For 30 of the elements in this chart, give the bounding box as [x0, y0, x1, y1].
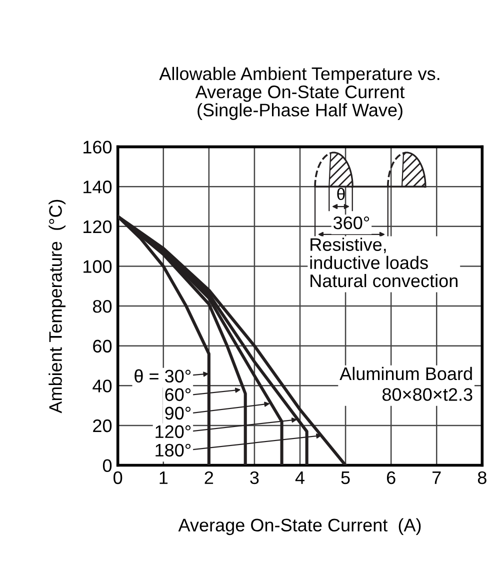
- x-tick-label: 3: [250, 471, 259, 484]
- y-tick-label: 120: [84, 220, 112, 234]
- x-tick-label: 2: [204, 471, 214, 484]
- y-tick-label: 20: [93, 419, 112, 432]
- y-tick-label: 40: [92, 380, 112, 392]
- annotation: 90°: [165, 406, 191, 420]
- x-tick-label: 7: [432, 472, 441, 484]
- y-tick-label: 0: [102, 459, 112, 472]
- annotation: θ = 30°: [134, 369, 191, 383]
- x-tick-label: 0: [114, 471, 122, 484]
- y-tick-label: 140: [84, 180, 112, 194]
- x-tick-label: 8: [478, 471, 486, 484]
- annotation: 180°: [156, 444, 191, 457]
- x-tick-label: 1: [160, 472, 168, 484]
- x-axis-title: Average On-State Current (A): [178, 518, 421, 536]
- x-tick-label: 5: [341, 472, 350, 484]
- x-tick-label: 4: [295, 472, 304, 484]
- y-tick-label: 100: [84, 260, 112, 273]
- chart-title: Allowable Ambient Temperature vs. Average On-State Current (Single-Phase Half Wave): [159, 66, 440, 120]
- y-tick-label: 80: [92, 300, 112, 313]
- y-axis-title: Ambient Temperature (°C): [48, 200, 66, 414]
- y-tick-label: 60: [93, 340, 112, 353]
- annotation: 60°: [165, 388, 191, 402]
- y-tick-label: 160: [84, 140, 112, 154]
- x-tick-label: 6: [386, 471, 396, 484]
- annotation: 120°: [156, 425, 191, 438]
- annotation: 360°: [333, 216, 370, 230]
- annotation: Resistive, inductive loads Natural convection: [310, 238, 458, 288]
- annotation: θ: [337, 188, 345, 200]
- annotation: Aluminum Board 80×80×t2.3: [340, 366, 472, 401]
